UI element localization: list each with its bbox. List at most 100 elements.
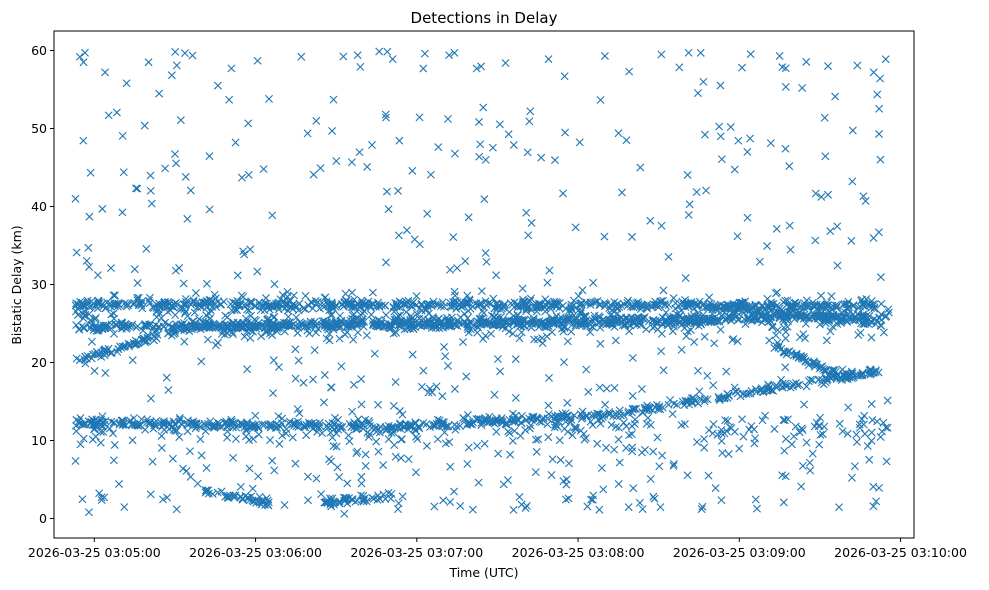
detection-point: [80, 307, 89, 316]
detection-point: [193, 479, 202, 488]
detection-point: [478, 307, 487, 316]
detection-point: [195, 299, 204, 308]
detection-point: [355, 320, 364, 329]
detection-point: [384, 205, 393, 214]
detection-point: [867, 297, 876, 306]
detection-point: [84, 508, 93, 517]
detection-point: [629, 303, 638, 312]
detection-point: [744, 389, 753, 398]
detection-point: [449, 487, 458, 496]
detection-point: [703, 302, 712, 311]
detection-point: [150, 418, 159, 427]
detection-point: [245, 496, 254, 505]
detection-point: [94, 325, 103, 334]
detection-point: [475, 300, 484, 309]
detection-point: [867, 428, 876, 437]
detection-point: [388, 55, 397, 64]
detection-point: [78, 495, 87, 504]
detection-point: [588, 421, 597, 429]
detection-point: [527, 319, 536, 328]
detection-point: [239, 319, 248, 328]
detection-point: [824, 190, 832, 199]
detection-point: [201, 486, 210, 495]
detection-point: [763, 303, 772, 312]
detection-point: [318, 429, 327, 438]
detection-point: [509, 319, 518, 328]
detection-point: [772, 224, 781, 233]
detection-point: [594, 409, 603, 418]
detection-point: [255, 298, 264, 307]
detection-point: [437, 302, 446, 311]
detection-point: [858, 371, 867, 380]
detection-point: [122, 79, 131, 88]
detection-point: [328, 419, 337, 428]
detection-point: [558, 319, 567, 328]
detection-point: [217, 329, 226, 338]
detection-point: [396, 454, 405, 463]
detection-point: [417, 306, 426, 315]
detection-point: [404, 455, 413, 464]
detection-point: [717, 155, 726, 164]
detection-point: [231, 434, 240, 443]
detection-point: [216, 320, 225, 329]
detection-point: [182, 466, 191, 475]
detection-point: [879, 328, 888, 337]
detection-point: [384, 323, 393, 332]
detection-point: [253, 267, 262, 276]
detection-point: [816, 413, 825, 422]
detection-point: [797, 424, 806, 433]
detection-point: [489, 294, 498, 303]
detection-point: [280, 297, 289, 306]
detection-point: [615, 458, 624, 467]
detection-point: [320, 293, 329, 302]
detection-point: [163, 307, 172, 316]
detection-point: [468, 505, 477, 514]
detection-point: [450, 384, 459, 393]
detection-point: [236, 482, 245, 491]
detection-point: [741, 297, 750, 306]
detection-point: [525, 117, 534, 126]
detection-point: [666, 396, 675, 405]
detection-point: [292, 313, 301, 322]
detection-point: [526, 107, 535, 116]
detection-point: [859, 302, 868, 311]
detection-point: [506, 450, 515, 459]
detection-point: [768, 386, 777, 395]
detection-point: [146, 171, 155, 180]
detection-point: [658, 451, 667, 460]
detection-point: [88, 435, 97, 444]
detection-point: [518, 284, 527, 293]
detection-point: [125, 342, 134, 351]
detection-point: [171, 426, 180, 435]
detection-point: [205, 152, 214, 161]
detection-point: [733, 389, 742, 398]
detection-point: [443, 114, 452, 123]
detection-point: [213, 81, 222, 90]
detection-point: [353, 447, 362, 456]
detection-point: [389, 428, 398, 437]
detection-point: [561, 495, 570, 504]
detection-point: [824, 62, 832, 71]
detection-point: [161, 164, 170, 173]
detection-point: [152, 300, 161, 309]
detection-point: [522, 304, 531, 313]
detection-point: [128, 356, 137, 365]
detection-point: [625, 327, 634, 336]
detection-point: [191, 424, 200, 433]
detection-point: [710, 339, 719, 348]
detection-point: [628, 391, 637, 400]
detection-point: [327, 311, 336, 320]
detection-point: [425, 423, 434, 432]
detection-point: [473, 317, 482, 326]
detection-point: [643, 304, 652, 313]
detection-point: [668, 327, 677, 336]
detection-point: [294, 356, 303, 365]
detection-point: [630, 404, 639, 413]
detection-point: [237, 420, 246, 429]
detection-point: [602, 384, 611, 393]
detection-point: [109, 429, 118, 438]
detection-point: [72, 427, 81, 436]
detection-point: [699, 77, 708, 86]
detection-point: [767, 386, 776, 395]
detection-point: [770, 424, 779, 433]
